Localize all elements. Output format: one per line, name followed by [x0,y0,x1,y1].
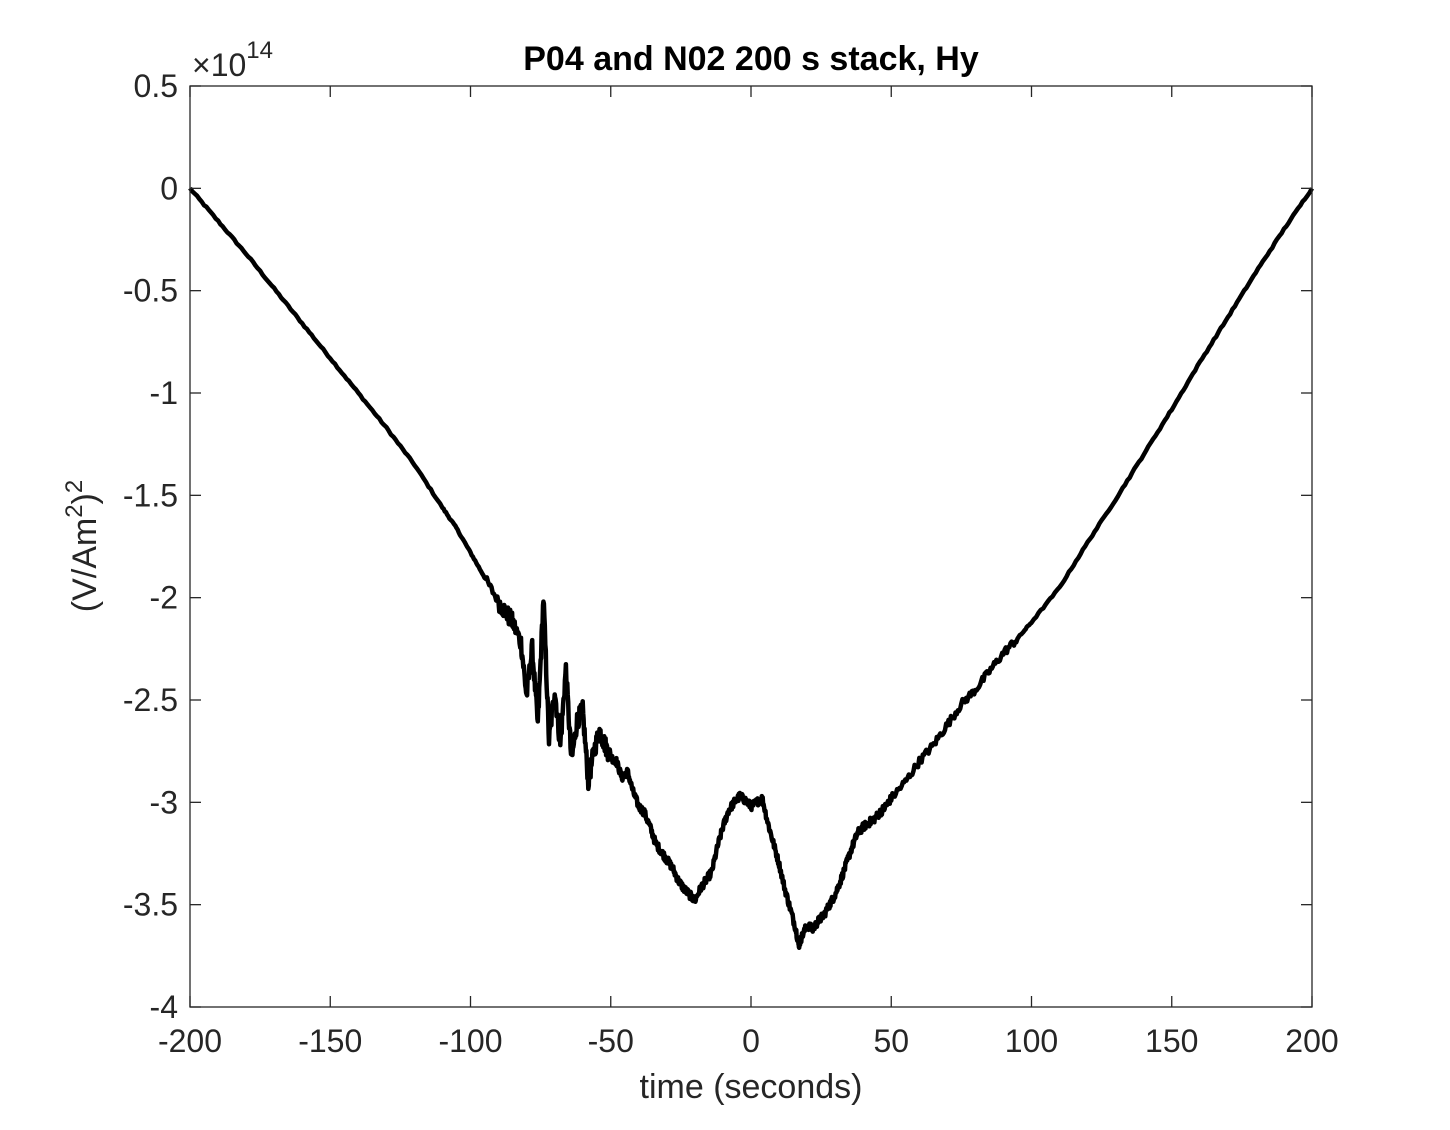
x-tick-label: 0 [742,1023,760,1059]
y-tick-label: 0.5 [134,68,178,104]
series-layer [188,186,1314,951]
x-tick-label: 100 [1005,1023,1058,1059]
y-tick-label: -0.5 [123,273,178,309]
y-axis-label-sup1: 2 [61,504,88,517]
y-exponent-label: ×1014 [192,37,273,83]
y-axis-label-main: (V/Am [66,518,104,612]
y-tick-label: -3 [150,784,178,820]
y-tick-label: -2 [150,580,178,616]
plot-area [190,86,1312,1007]
y-axis-ticks: 0.5 0 -0.5 -1 -1.5 -2 -2.5 -3 -3.5 -4 [123,68,1312,1025]
series-line [188,186,1314,951]
x-tick-label: -200 [158,1023,222,1059]
y-tick-label: -1 [150,375,178,411]
x-tick-label: 200 [1285,1023,1338,1059]
y-tick-label: -1.5 [123,477,178,513]
y-exponent-base: ×10 [192,47,246,83]
x-tick-label: 150 [1145,1023,1198,1059]
x-axis-ticks: -200 -150 -100 -50 0 50 100 150 200 [158,86,1339,1059]
y-tick-label: -3.5 [123,887,178,923]
y-exponent-power: 14 [246,37,273,64]
y-axis-label-sup2: 2 [61,480,88,493]
y-tick-label: -2.5 [123,682,178,718]
y-axis-label: (V/Am2)2 [61,480,104,613]
x-tick-label: -50 [588,1023,634,1059]
x-tick-label: -100 [438,1023,502,1059]
y-tick-label: -4 [150,989,178,1025]
x-axis-label: time (seconds) [640,1068,863,1106]
x-tick-label: 50 [873,1023,909,1059]
y-tick-label: 0 [160,170,178,206]
y-axis-label-close: ) [66,493,104,504]
x-tick-label: -150 [298,1023,362,1059]
chart-title: P04 and N02 200 s stack, Hy [523,40,979,78]
